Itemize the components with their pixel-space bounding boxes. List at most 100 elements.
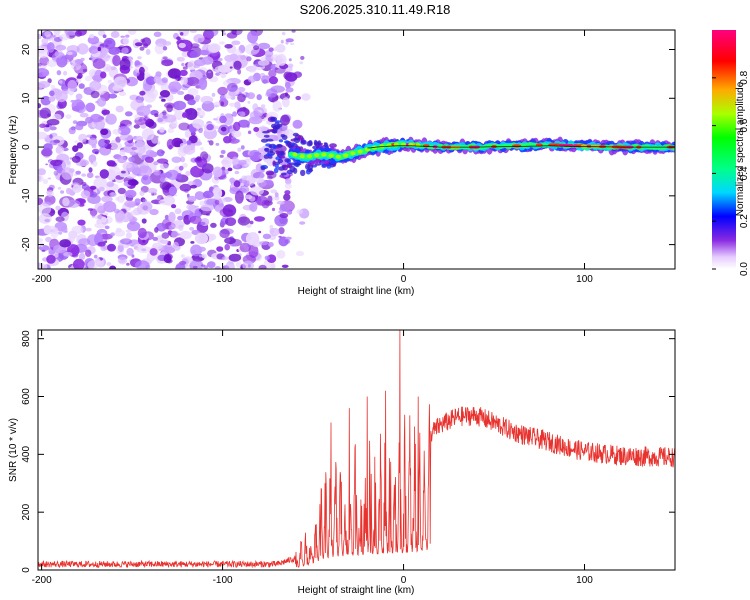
signal-scatter: [266, 138, 274, 142]
noise-blob: [100, 233, 113, 240]
noise-blob: [253, 45, 260, 51]
noise-blob: [215, 142, 220, 146]
spectrogram-x-tick-label-3: 100: [576, 274, 593, 285]
noise-blob: [187, 195, 197, 202]
noise-blob: [198, 221, 206, 226]
noise-blob: [222, 204, 237, 217]
noise-blob: [237, 216, 251, 226]
noise-blob: [248, 67, 257, 73]
signal-centerline: [367, 145, 675, 149]
noise-blob: [88, 167, 93, 173]
noise-blob: [125, 189, 137, 198]
signal-scatter: [292, 132, 299, 137]
signal-scatter: [276, 143, 283, 148]
noise-blob: [38, 103, 42, 109]
noise-blob: [217, 86, 228, 96]
noise-blob: [78, 83, 85, 89]
signal-scatter: [260, 166, 266, 171]
noise-blob: [105, 44, 109, 47]
noise-blob: [44, 31, 51, 37]
noise-blob: [186, 140, 192, 146]
snr-x-tick-label-3: 100: [576, 575, 593, 586]
noise-blob: [41, 38, 49, 45]
snr-y-tick-label-0: 0: [21, 567, 32, 573]
noise-blob: [88, 137, 98, 146]
noise-blob: [199, 254, 203, 258]
noise-blob: [189, 30, 197, 33]
noise-blob: [164, 41, 172, 46]
noise-blob: [196, 107, 202, 111]
noise-blob: [87, 260, 99, 269]
noise-blob: [84, 266, 89, 269]
noise-blob: [202, 190, 214, 199]
noise-blob: [257, 59, 270, 66]
noise-blob: [268, 242, 274, 247]
noise-blob: [45, 163, 48, 166]
noise-blob: [283, 193, 291, 201]
noise-blob: [78, 238, 91, 246]
noise-blob: [264, 50, 274, 58]
noise-blob: [110, 142, 123, 150]
noise-blob: [183, 144, 196, 155]
noise-blob: [162, 46, 168, 51]
noise-blob: [109, 192, 117, 198]
noise-blob: [107, 243, 116, 252]
noise-blob: [115, 105, 124, 113]
noise-blob: [114, 229, 126, 237]
noise-blob: [72, 120, 78, 124]
noise-blob: [137, 227, 147, 239]
noise-blob: [99, 169, 110, 179]
noise-blob: [52, 113, 62, 121]
noise-blob: [120, 238, 132, 245]
snr-panel: -200 -100 0 100 0 200 400 600 800 Height of str…: [8, 329, 676, 596]
noise-blob: [67, 79, 78, 92]
snr-y-tick-label-3: 600: [21, 388, 32, 405]
noise-blob: [189, 226, 195, 231]
snr-frame: [37, 329, 676, 571]
noise-blob: [138, 165, 153, 178]
noise-blob: [257, 42, 271, 50]
noise-blob: [143, 92, 156, 103]
noise-blob: [74, 58, 84, 65]
noise-blob: [177, 215, 184, 221]
signal-knot: [292, 152, 298, 157]
signal-scatter: [274, 164, 279, 169]
noise-blob: [234, 190, 244, 204]
signal-knot: [314, 153, 320, 158]
noise-blob: [106, 262, 112, 266]
noise-blob: [134, 114, 141, 121]
noise-blob: [276, 250, 286, 259]
signal-knot: [321, 152, 327, 157]
noise-blob: [291, 30, 296, 33]
noise-blob: [85, 75, 92, 82]
noise-blob: [89, 80, 102, 91]
noise-blob: [288, 58, 292, 62]
noise-blob: [139, 90, 146, 96]
noise-blob: [159, 96, 164, 99]
noise-blob: [208, 140, 214, 146]
snr-x-label: Height of straight line (km): [298, 585, 415, 596]
colorbar-tick-label-1: 0.2: [739, 214, 750, 228]
noise-blob: [151, 134, 159, 144]
noise-blob: [189, 215, 202, 225]
noise-blob: [75, 93, 83, 100]
noise-blob: [285, 72, 298, 82]
noise-blob: [280, 114, 290, 126]
noise-blob: [192, 118, 205, 129]
noise-blob: [285, 38, 294, 43]
snr-y-ticks: 0 200 400 600 800: [21, 330, 675, 573]
noise-blob: [89, 185, 97, 190]
noise-blob: [268, 47, 274, 52]
noise-blob: [167, 127, 174, 134]
noise-blob: [110, 232, 115, 237]
noise-blob: [180, 254, 185, 258]
noise-blob: [284, 81, 291, 89]
noise-blob: [295, 250, 305, 257]
signal-scatter: [300, 169, 306, 177]
noise-blob: [281, 264, 289, 268]
noise-blob: [274, 192, 279, 198]
noise-blob: [50, 159, 63, 166]
noise-blob: [59, 80, 63, 84]
noise-blob: [162, 56, 168, 60]
noise-blob: [285, 177, 292, 185]
